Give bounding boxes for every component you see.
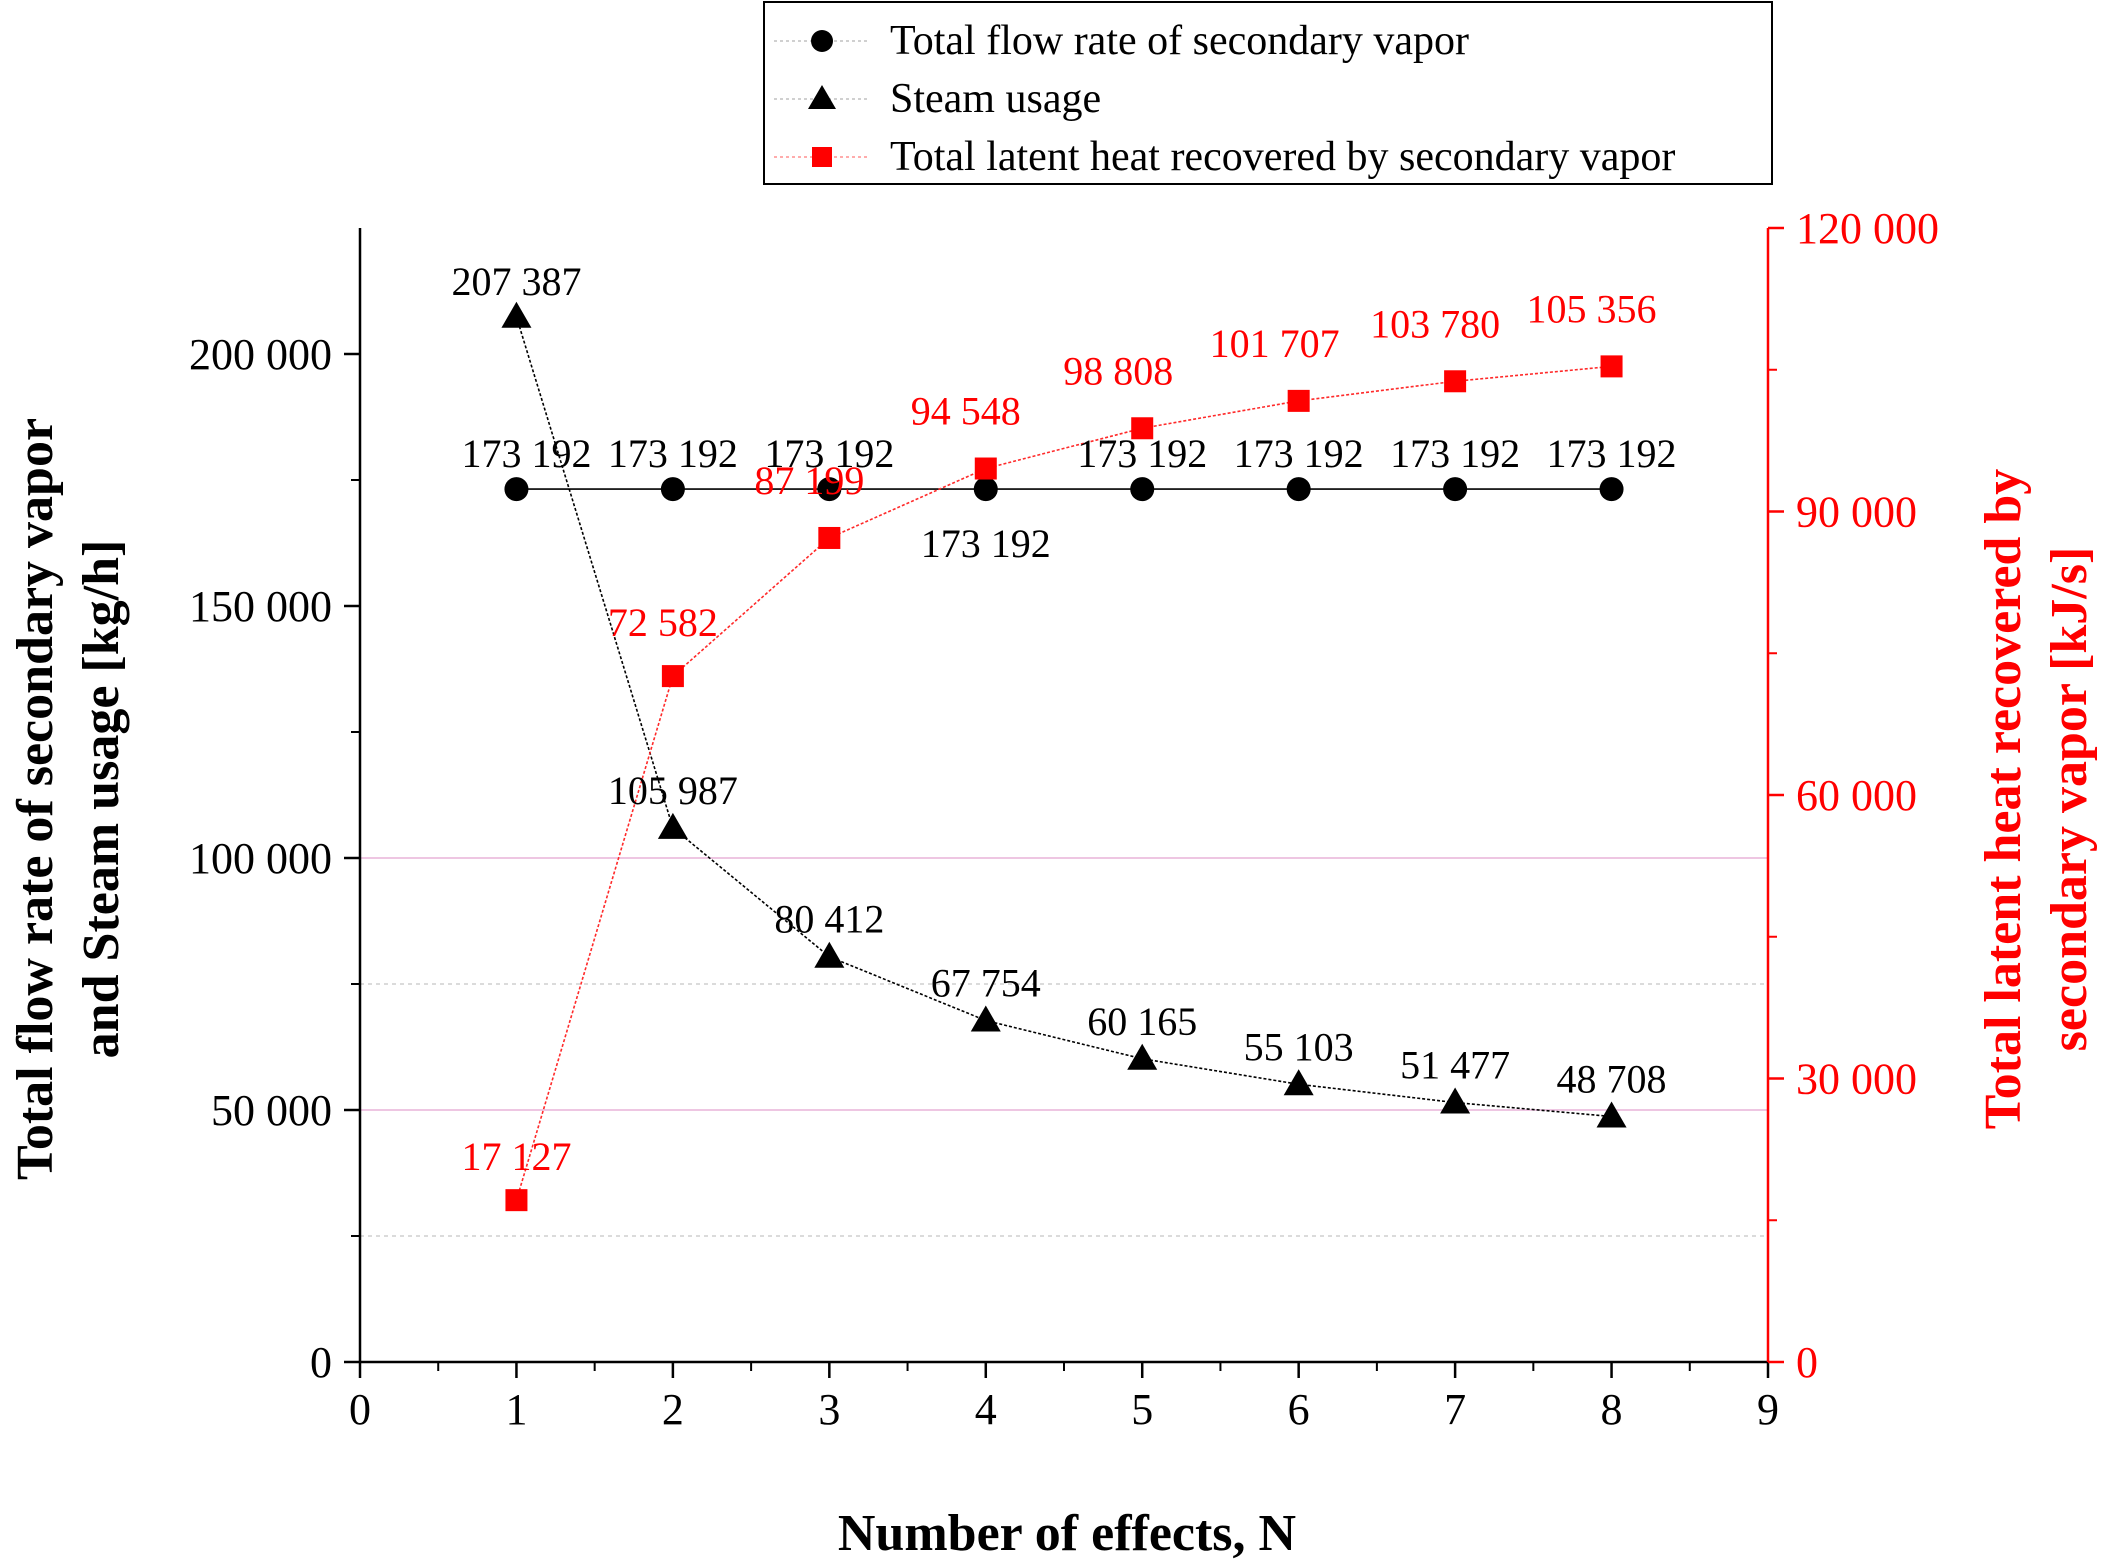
y-right-tick-label: 0 [1796,1338,1818,1387]
legend-label-heat: Total latent heat recovered by secondary… [890,134,1675,180]
heat-data-label: 87 199 [754,458,864,503]
y-right-tick-label: 30 000 [1796,1055,1917,1104]
series-layer [501,301,1627,1212]
legend-marker-square [812,147,832,167]
x-tick-label: 0 [349,1385,371,1434]
flow-point [817,477,842,502]
flow-point [660,477,685,502]
flow-point [1286,477,1311,502]
legend-marker-triangle [808,85,836,109]
grid-layer [360,857,1768,1237]
flow-point [1443,477,1468,502]
flow-data-label: 173 192 [1390,431,1520,476]
y-right-title-line2: secondary vapor [kJ/s] [2041,547,2098,1052]
steam-data-label: 60 165 [1087,999,1197,1044]
x-tick-label: 4 [975,1385,997,1434]
steam-data-label: 51 477 [1400,1043,1510,1088]
x-tick-label: 5 [1131,1385,1153,1434]
x-tick-label: 3 [818,1385,840,1434]
flow-data-label: 173 192 [1234,431,1364,476]
flow-data-label: 173 192 [921,521,1051,566]
y-right-tick-label: 60 000 [1796,771,1917,820]
heat-point [661,665,684,688]
flow-data-label: 173 192 [764,431,894,476]
steam-data-label: 105 987 [608,768,738,813]
x-tick-label: 1 [505,1385,527,1434]
labels-layer: 173 192 173 192 173 192 173 192 173 192 173 1… [451,259,1676,1179]
x-tick-label: 9 [1757,1385,1779,1434]
steam-data-label: 207 387 [451,259,581,304]
legend-label-steam: Steam usage [890,76,1101,122]
heat-data-label: 101 707 [1210,321,1340,366]
steam-data-label: 48 708 [1557,1057,1667,1102]
heat-point [505,1189,528,1212]
x-tick-label: 8 [1601,1385,1623,1434]
y-left-tick-label: 50 000 [211,1086,332,1135]
steam-point [814,941,845,968]
y-left-title-line1: Total flow rate of secondary vapor [7,418,64,1180]
heat-point [1131,417,1154,440]
flow-data-label: 173 192 [1077,431,1207,476]
x-tick-label: 7 [1444,1385,1466,1434]
flow-data-label: 173 192 [461,431,591,476]
y-right-axis-title: Total latent heat recovered by secondary… [1975,469,2098,1130]
legend-box [763,1,1773,185]
x-tick-label: 2 [662,1385,684,1434]
steam-point [1283,1069,1314,1096]
heat-point [974,457,997,480]
series-line-2 [515,365,1612,1201]
legend-marker-circle [811,30,833,52]
y-right-tick-label: 120 000 [1796,204,1939,253]
series-line-1 [515,316,1612,1118]
y-left-title-line2: and Steam usage [kg/h] [73,540,130,1059]
heat-data-label: 17 127 [461,1134,571,1179]
heat-data-label: 72 582 [608,600,718,645]
steam-point [1596,1101,1627,1128]
flow-data-label: 173 192 [1547,431,1677,476]
y-left-axis-title: Total flow rate of secondary vapor and S… [7,418,130,1180]
heat-point [1444,370,1467,393]
legend: Total flow rate of secondary vapor Steam… [763,1,1773,185]
flow-point [1130,477,1155,502]
y-right-title-line1: Total latent heat recovered by [1975,469,2032,1130]
steam-point [1440,1087,1471,1114]
flow-data-label: 173 192 [608,431,738,476]
y-left-tick-label: 100 000 [189,834,332,883]
y-right-tick-label: 90 000 [1796,488,1917,537]
flow-point [504,477,529,502]
x-axis-title: Number of effects, N [838,1505,1296,1560]
steam-point [501,301,532,328]
heat-data-label: 103 780 [1370,301,1500,346]
y-left-tick-label: 150 000 [189,582,332,631]
heat-data-label: 94 548 [911,389,1021,434]
y-left-tick-label: 0 [310,1338,332,1387]
steam-point [970,1005,1001,1032]
legend-label-flow: Total flow rate of secondary vapor [890,18,1469,64]
steam-data-label: 55 103 [1244,1024,1354,1069]
heat-point [1287,389,1310,412]
heat-point [1600,355,1623,378]
steam-data-label: 80 412 [774,897,884,942]
x-tick-label: 6 [1288,1385,1310,1434]
y-left-tick-label: 200 000 [189,330,332,379]
steam-point [1127,1043,1158,1070]
flow-point [973,477,998,502]
steam-point [657,812,688,839]
heat-data-label: 98 808 [1063,348,1173,393]
steam-data-label: 67 754 [931,961,1041,1006]
flow-point [1599,477,1624,502]
heat-data-label: 105 356 [1527,286,1657,331]
heat-point [818,526,841,549]
